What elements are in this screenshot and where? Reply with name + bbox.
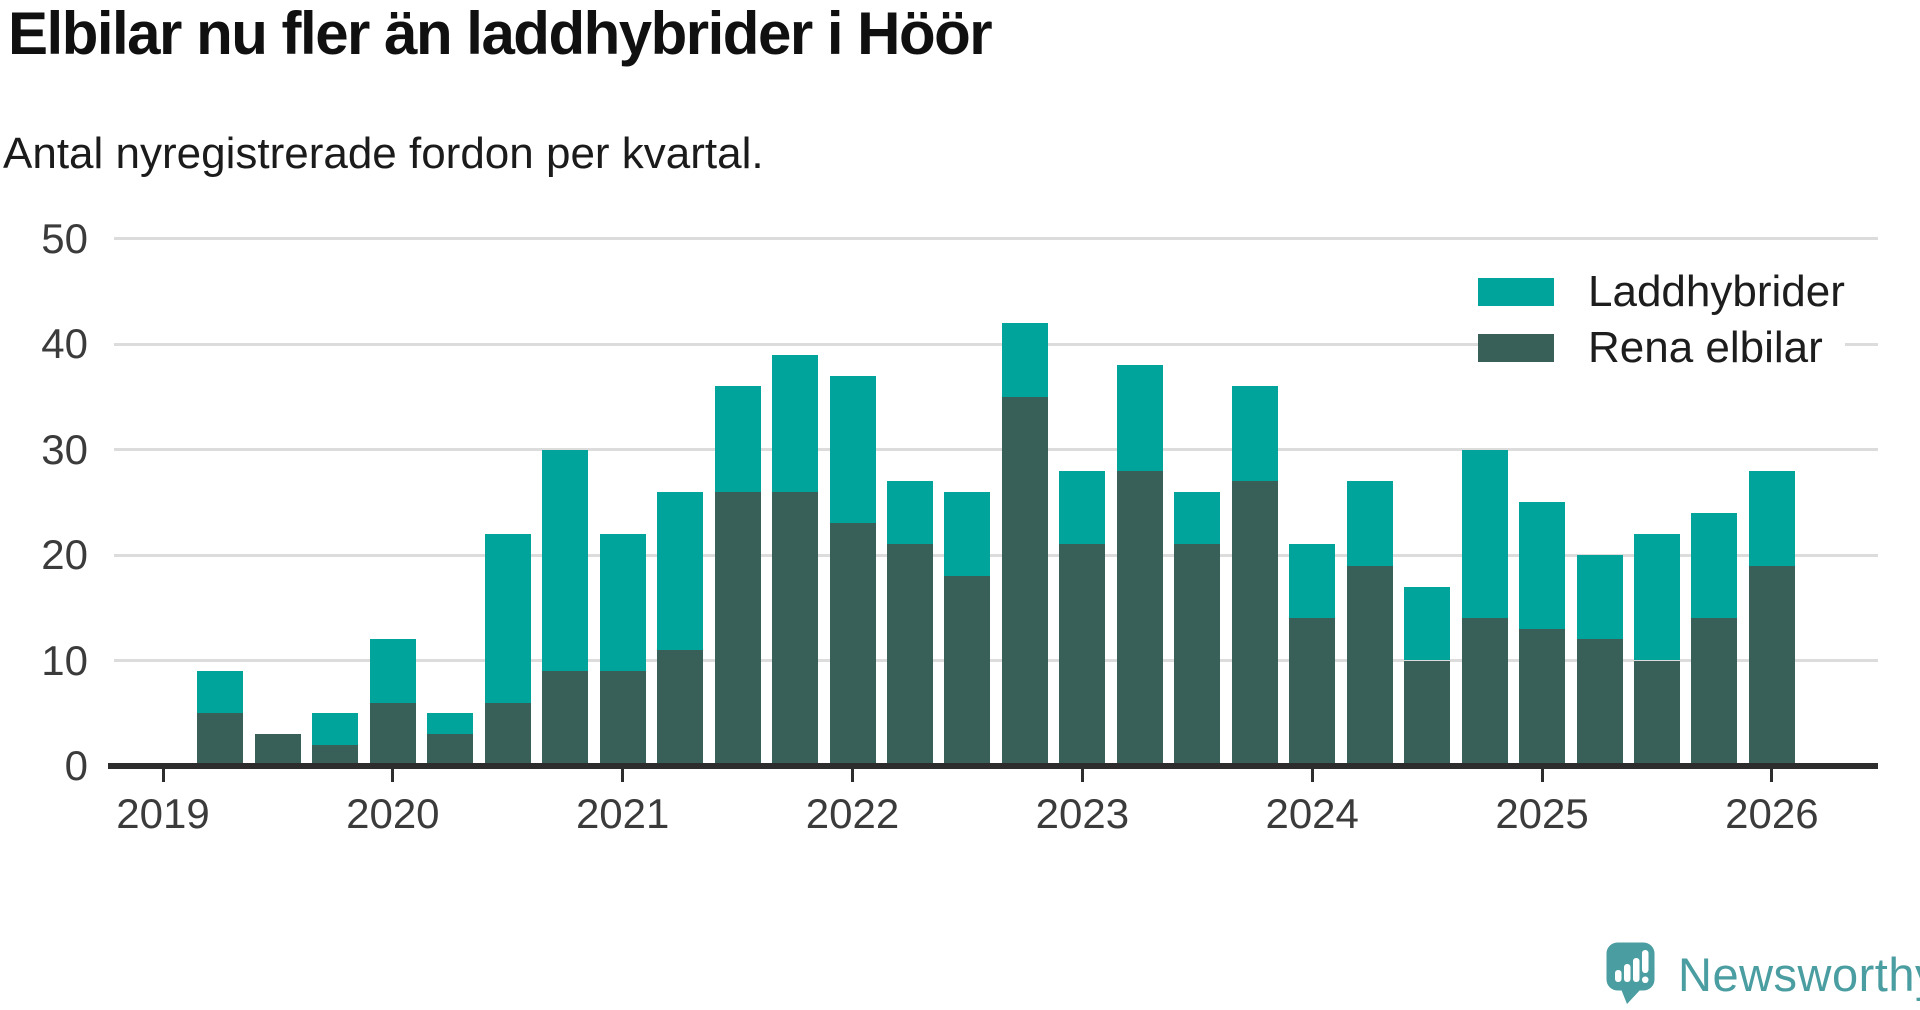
bar-2021-q1-rena-elbilar — [599, 671, 646, 766]
x-axis-tick-2020 — [391, 769, 395, 782]
y-axis-tick-label: 0 — [64, 742, 88, 789]
y-axis-tick-label: 20 — [41, 531, 88, 578]
bar-2021-q2-laddhybrider — [657, 491, 704, 650]
bar-2020-q2-laddhybrider — [427, 713, 474, 735]
gridline-y-20 — [114, 553, 1878, 557]
newsworthy-branding: Newsworthy — [1606, 942, 1920, 1006]
y-axis-tick-label: 40 — [41, 320, 88, 367]
bar-2020-q3-laddhybrider — [484, 533, 531, 703]
legend-label: Laddhybrider — [1588, 267, 1845, 316]
bar-2025-q1-rena-elbilar — [1519, 628, 1566, 766]
bar-2024-q2-laddhybrider — [1346, 481, 1393, 566]
x-axis-tick-2022 — [851, 769, 855, 782]
bar-2021-q4-laddhybrider — [772, 354, 819, 492]
bar-2022-q2-laddhybrider — [886, 481, 933, 545]
bar-2024-q3-laddhybrider — [1404, 586, 1451, 661]
bar-2020-q3-rena-elbilar — [484, 702, 531, 766]
bar-2023-q1-laddhybrider — [1059, 470, 1106, 545]
bar-2025-q1-laddhybrider — [1519, 502, 1566, 629]
bar-2022-q4-rena-elbilar — [1001, 396, 1048, 766]
newsworthy-logo-text: Newsworthy — [1678, 947, 1920, 1001]
bar-2019-q2-laddhybrider — [197, 671, 244, 714]
x-axis-tick-2023 — [1080, 769, 1084, 782]
x-axis-year-label: 2021 — [575, 790, 670, 837]
bar-2022-q3-laddhybrider — [944, 491, 991, 577]
x-axis-year-label: 2024 — [1265, 790, 1359, 837]
x-axis-year-label: 2023 — [1035, 790, 1130, 837]
legend: Laddhybrider Rena elbilar — [1478, 264, 1845, 376]
bar-2020-q2-rena-elbilar — [427, 734, 474, 766]
bar-2020-q1-laddhybrider — [369, 639, 416, 703]
gridline-y-30 — [114, 448, 1878, 451]
legend-swatch — [1478, 334, 1554, 362]
x-axis-tick-2021 — [621, 769, 625, 782]
bar-2025-q4-rena-elbilar — [1691, 618, 1738, 766]
bar-2019-q2-rena-elbilar — [197, 713, 244, 766]
chart-title: Elbilar nu fler än laddhybrider i Höör — [8, 0, 993, 67]
bar-2023-q2-laddhybrider — [1116, 365, 1163, 471]
bar-2021-q4-rena-elbilar — [772, 491, 819, 766]
bar-2023-q4-laddhybrider — [1231, 386, 1278, 482]
bar-2025-q2-laddhybrider — [1576, 555, 1623, 640]
bar-2024-q2-rena-elbilar — [1346, 565, 1393, 766]
bar-2023-q3-laddhybrider — [1174, 491, 1221, 545]
gridline-y-40 — [114, 342, 1878, 346]
bar-2019-q3-rena-elbilar — [254, 734, 301, 766]
bar-2025-q3-rena-elbilar — [1633, 660, 1680, 766]
x-axis-line — [108, 763, 1878, 769]
bar-2025-q4-laddhybrider — [1691, 512, 1738, 619]
bar-2021-q3-laddhybrider — [714, 386, 761, 492]
newsworthy-logo-icon — [1606, 942, 1655, 1004]
bar-2019-q4-laddhybrider — [312, 713, 359, 745]
x-axis-tick-2026 — [1770, 769, 1774, 782]
bar-2022-q4-laddhybrider — [1001, 322, 1048, 397]
x-axis-tick-2019 — [161, 769, 165, 782]
x-axis-year-label: 2026 — [1725, 790, 1819, 837]
bar-2024-q4-rena-elbilar — [1461, 618, 1508, 766]
bar-2021-q3-rena-elbilar — [714, 491, 761, 766]
bar-2023-q1-rena-elbilar — [1059, 544, 1106, 766]
x-axis-year-label: 2020 — [346, 790, 440, 837]
bar-2021-q2-rena-elbilar — [657, 649, 704, 766]
x-axis-year-label: 2022 — [805, 790, 900, 837]
x-axis-tick-2025 — [1540, 769, 1544, 782]
bar-2023-q3-rena-elbilar — [1174, 544, 1221, 766]
legend-swatch — [1478, 278, 1554, 306]
bar-2025-q3-laddhybrider — [1633, 533, 1680, 661]
bar-2025-q2-rena-elbilar — [1576, 639, 1623, 766]
bar-2024-q1-rena-elbilar — [1289, 618, 1336, 766]
bar-2020-q1-rena-elbilar — [369, 702, 416, 766]
x-axis-year-label: 2025 — [1495, 790, 1589, 837]
chart-subtitle: Antal nyregistrerade fordon per kvartal. — [3, 129, 764, 178]
y-axis-tick-label: 50 — [41, 214, 88, 262]
bar-2026-q1-rena-elbilar — [1748, 565, 1795, 766]
legend-item-laddhybrider: Laddhybrider — [1478, 264, 1845, 320]
legend-label: Rena elbilar — [1588, 323, 1823, 372]
x-axis-year-label: 2019 — [116, 790, 210, 837]
bar-2023-q4-rena-elbilar — [1231, 481, 1278, 766]
bar-2024-q4-laddhybrider — [1461, 449, 1508, 619]
x-axis-tick-2024 — [1310, 769, 1314, 782]
bar-2020-q4-rena-elbilar — [542, 671, 589, 766]
y-axis-tick-label: 10 — [41, 636, 88, 684]
gridline-y-10 — [114, 659, 1878, 662]
bar-2019-q4-rena-elbilar — [312, 744, 359, 766]
y-axis-tick-label: 30 — [41, 425, 88, 473]
bar-2026-q1-laddhybrider — [1748, 470, 1795, 566]
legend-item-rena-elbilar: Rena elbilar — [1478, 320, 1845, 376]
bar-2022-q1-rena-elbilar — [829, 523, 876, 766]
bar-2024-q1-laddhybrider — [1289, 544, 1336, 619]
bar-2024-q3-rena-elbilar — [1404, 660, 1451, 766]
gridline-y-50 — [114, 237, 1878, 240]
bar-2022-q3-rena-elbilar — [944, 576, 991, 766]
bar-2022-q1-laddhybrider — [829, 375, 876, 524]
bar-2020-q4-laddhybrider — [542, 449, 589, 672]
bar-2022-q2-rena-elbilar — [886, 544, 933, 766]
bar-2021-q1-laddhybrider — [599, 533, 646, 672]
bar-2023-q2-rena-elbilar — [1116, 470, 1163, 766]
